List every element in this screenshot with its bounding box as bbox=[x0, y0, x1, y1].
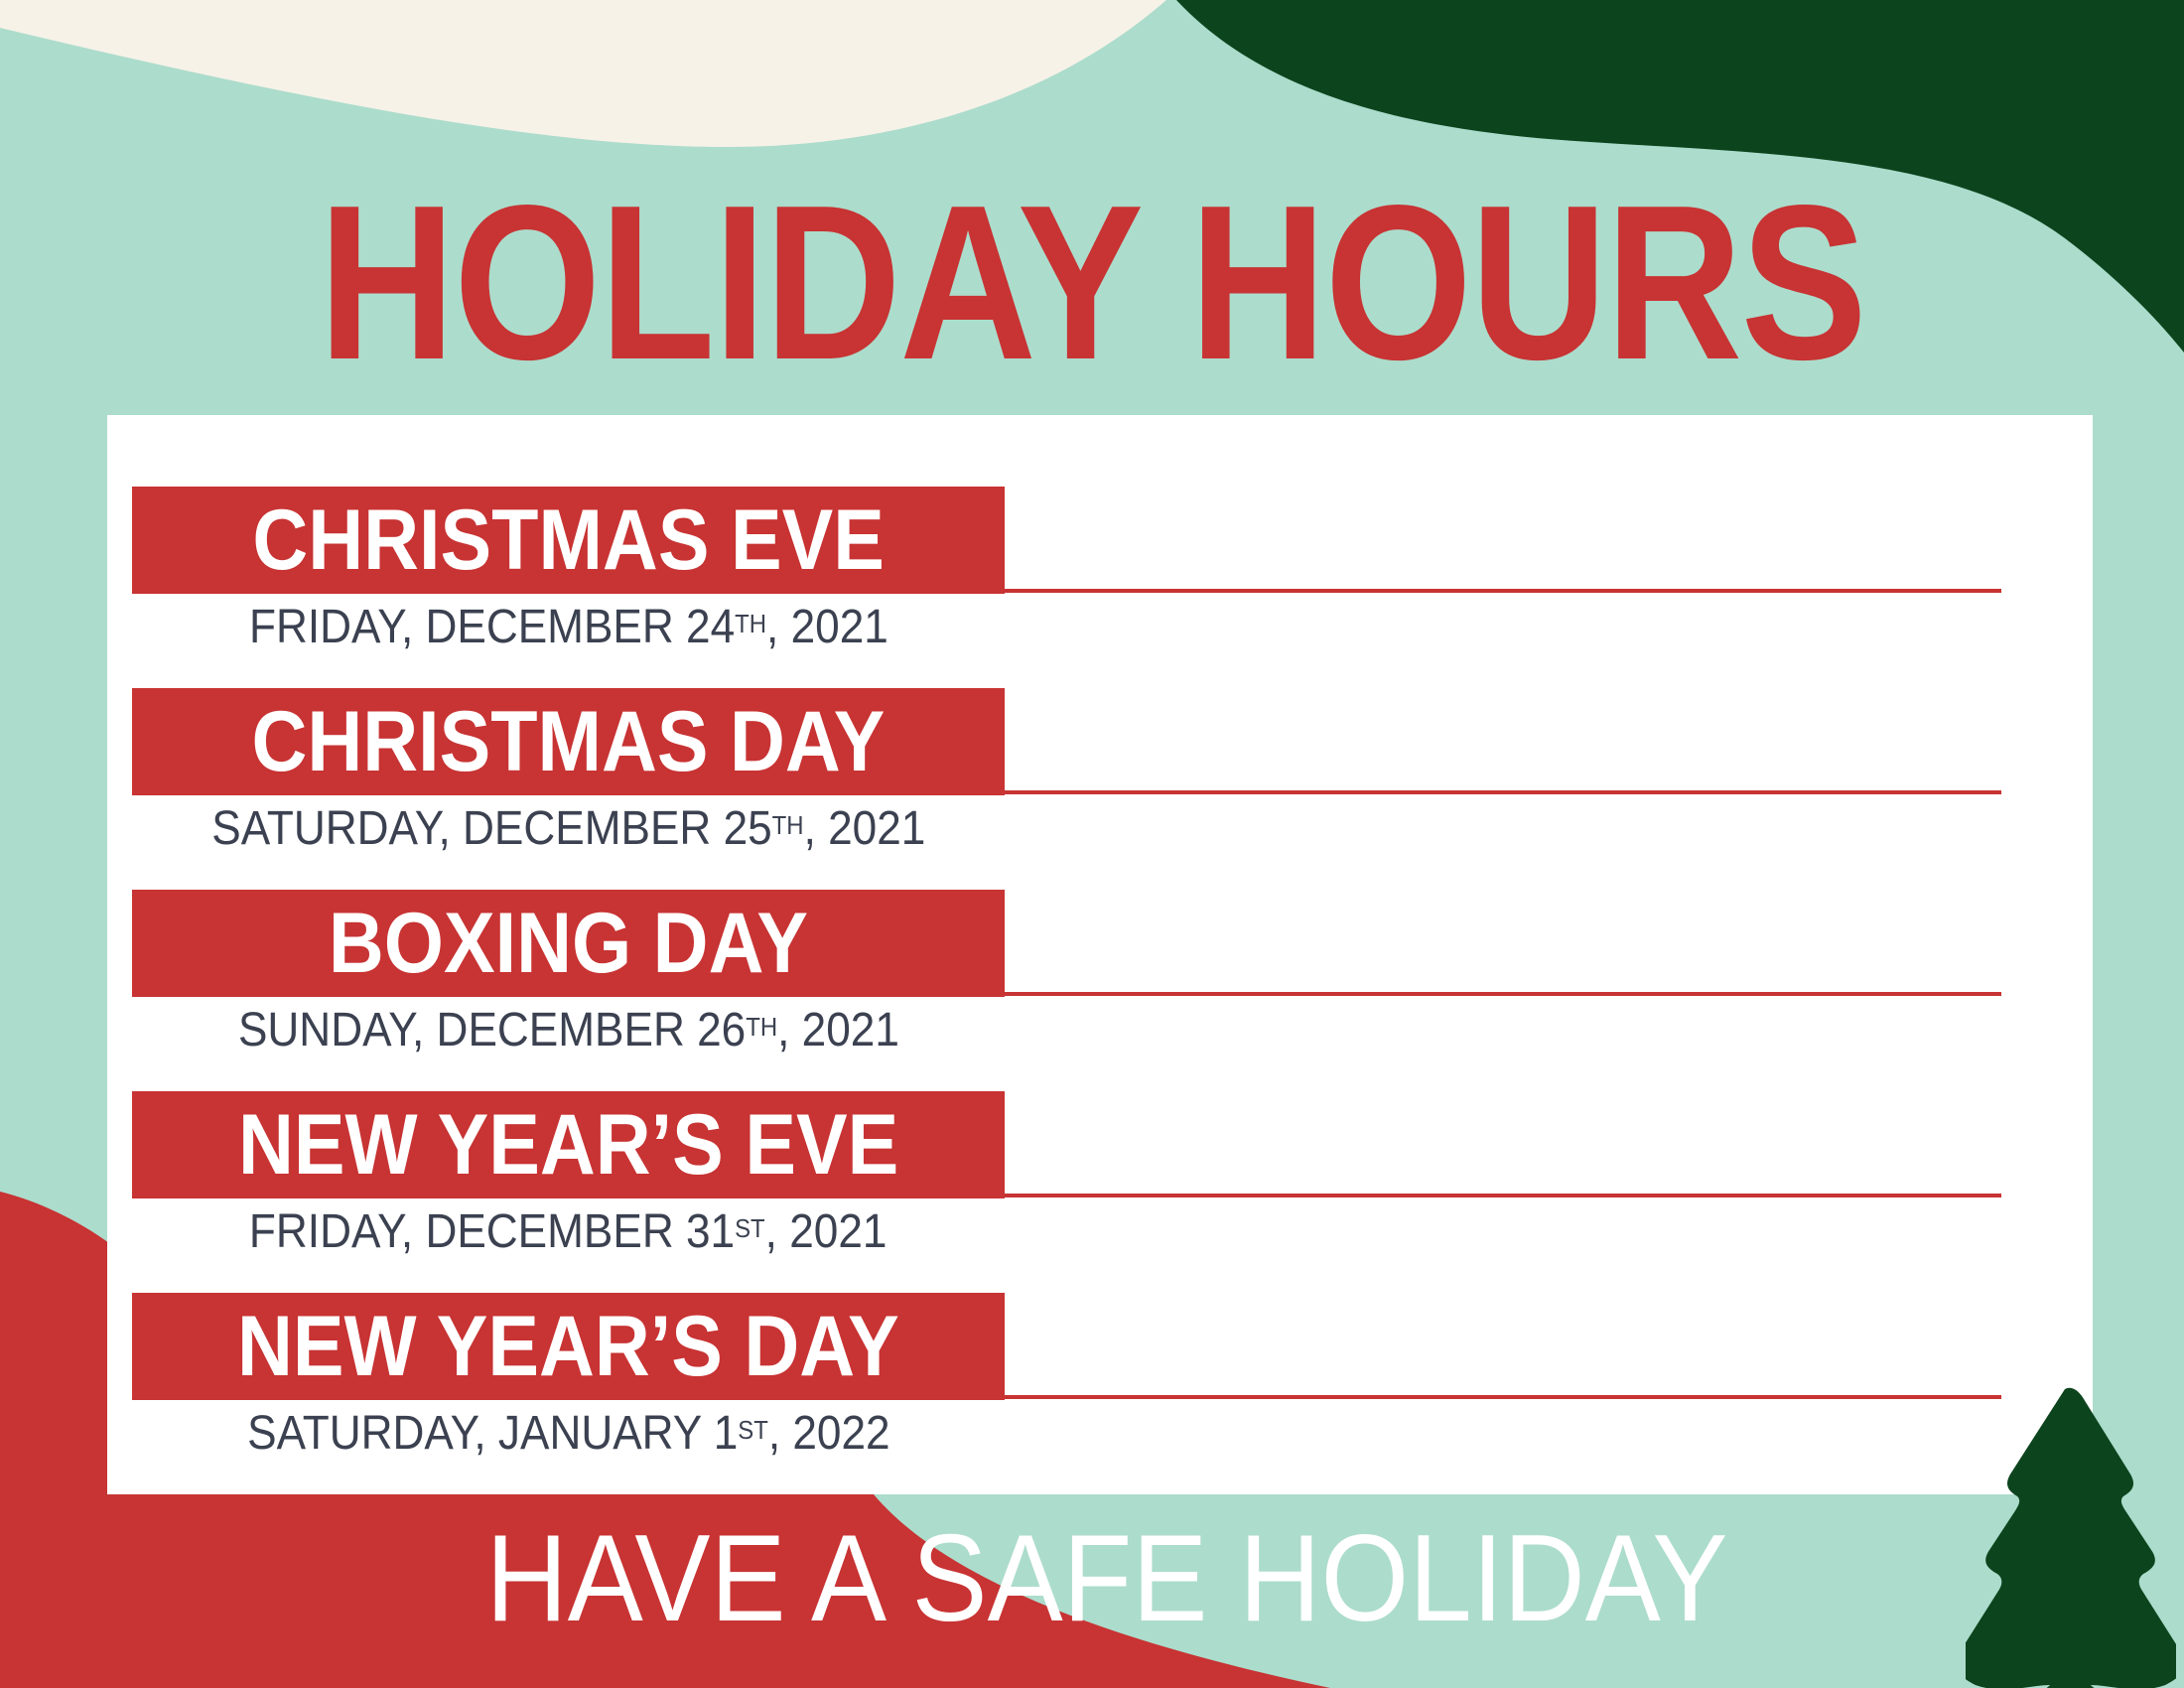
date-year: , 2021 bbox=[765, 601, 888, 653]
date-ordinal: ST bbox=[737, 1415, 768, 1445]
holiday-entry: CHRISTMAS EVE FRIDAY, DECEMBER 24TH, 2021 bbox=[132, 487, 2001, 688]
holiday-name-banner: NEW YEAR’S EVE bbox=[132, 1091, 1005, 1198]
holiday-name-banner: CHRISTMAS EVE bbox=[132, 487, 1005, 594]
hours-line bbox=[1005, 1194, 2001, 1197]
holiday-date: SUNDAY, DECEMBER 26TH, 2021 bbox=[132, 1001, 1005, 1060]
holiday-entry: NEW YEAR’S DAY SATURDAY, JANUARY 1ST, 202… bbox=[132, 1293, 2001, 1494]
date-year: , 2022 bbox=[767, 1407, 890, 1460]
holiday-name: NEW YEAR’S DAY bbox=[237, 1299, 899, 1394]
cream-shape bbox=[0, 0, 1166, 148]
christmas-tree-icon bbox=[1966, 1387, 2176, 1688]
hours-card: CHRISTMAS EVE FRIDAY, DECEMBER 24TH, 2021… bbox=[107, 415, 2093, 1494]
date-main: SATURDAY, DECEMBER 25 bbox=[210, 802, 772, 855]
holiday-name: BOXING DAY bbox=[328, 896, 809, 991]
holiday-entry: BOXING DAY SUNDAY, DECEMBER 26TH, 2021 bbox=[132, 890, 2001, 1091]
title-text: HOLIDAY HOURS bbox=[318, 160, 1867, 406]
date-year: , 2021 bbox=[776, 1004, 899, 1056]
holiday-entry: NEW YEAR’S EVE FRIDAY, DECEMBER 31ST, 202… bbox=[132, 1091, 2001, 1293]
date-main: SATURDAY, JANUARY 1 bbox=[246, 1407, 738, 1460]
holiday-name: CHRISTMAS DAY bbox=[251, 694, 886, 789]
holiday-name-banner: BOXING DAY bbox=[132, 890, 1005, 997]
footer-message: HAVE A SAFE HOLIDAY bbox=[0, 1509, 2184, 1648]
date-main: SUNDAY, DECEMBER 26 bbox=[237, 1004, 746, 1056]
holiday-name-banner: CHRISTMAS DAY bbox=[132, 688, 1005, 795]
date-year: , 2021 bbox=[764, 1205, 887, 1258]
holiday-name: CHRISTMAS EVE bbox=[252, 492, 885, 588]
date-text: SATURDAY, JANUARY 1ST, 2022 bbox=[247, 1404, 889, 1464]
footer-text: HAVE A SAFE HOLIDAY bbox=[485, 1510, 1728, 1647]
hours-line bbox=[1005, 1395, 2001, 1399]
hours-line bbox=[1005, 589, 2001, 593]
holiday-entry: CHRISTMAS DAY SATURDAY, DECEMBER 25TH, 20… bbox=[132, 688, 2001, 890]
date-ordinal: TH bbox=[771, 810, 804, 840]
date-text: SUNDAY, DECEMBER 26TH, 2021 bbox=[238, 1001, 899, 1060]
date-text: SATURDAY, DECEMBER 25TH, 2021 bbox=[211, 799, 925, 859]
holiday-date: FRIDAY, DECEMBER 31ST, 2021 bbox=[132, 1202, 1005, 1262]
holiday-name-banner: NEW YEAR’S DAY bbox=[132, 1293, 1005, 1400]
holiday-date: FRIDAY, DECEMBER 24TH, 2021 bbox=[132, 598, 1005, 657]
date-ordinal: ST bbox=[735, 1213, 765, 1243]
hours-line bbox=[1005, 790, 2001, 794]
hours-line bbox=[1005, 992, 2001, 996]
dark-green-shape bbox=[1176, 0, 2184, 352]
holiday-name: NEW YEAR’S EVE bbox=[237, 1097, 899, 1193]
page-title: HOLIDAY HOURS bbox=[0, 169, 2184, 397]
red-shape bbox=[0, 1192, 1330, 1688]
date-text: FRIDAY, DECEMBER 31ST, 2021 bbox=[249, 1202, 887, 1262]
date-year: , 2021 bbox=[803, 802, 926, 855]
date-ordinal: TH bbox=[745, 1012, 777, 1042]
holiday-date: SATURDAY, JANUARY 1ST, 2022 bbox=[132, 1404, 1005, 1464]
date-main: FRIDAY, DECEMBER 31 bbox=[249, 1205, 736, 1258]
date-ordinal: TH bbox=[734, 609, 766, 638]
holiday-date: SATURDAY, DECEMBER 25TH, 2021 bbox=[132, 799, 1005, 859]
date-text: FRIDAY, DECEMBER 24TH, 2021 bbox=[249, 598, 888, 657]
date-main: FRIDAY, DECEMBER 24 bbox=[248, 601, 735, 653]
